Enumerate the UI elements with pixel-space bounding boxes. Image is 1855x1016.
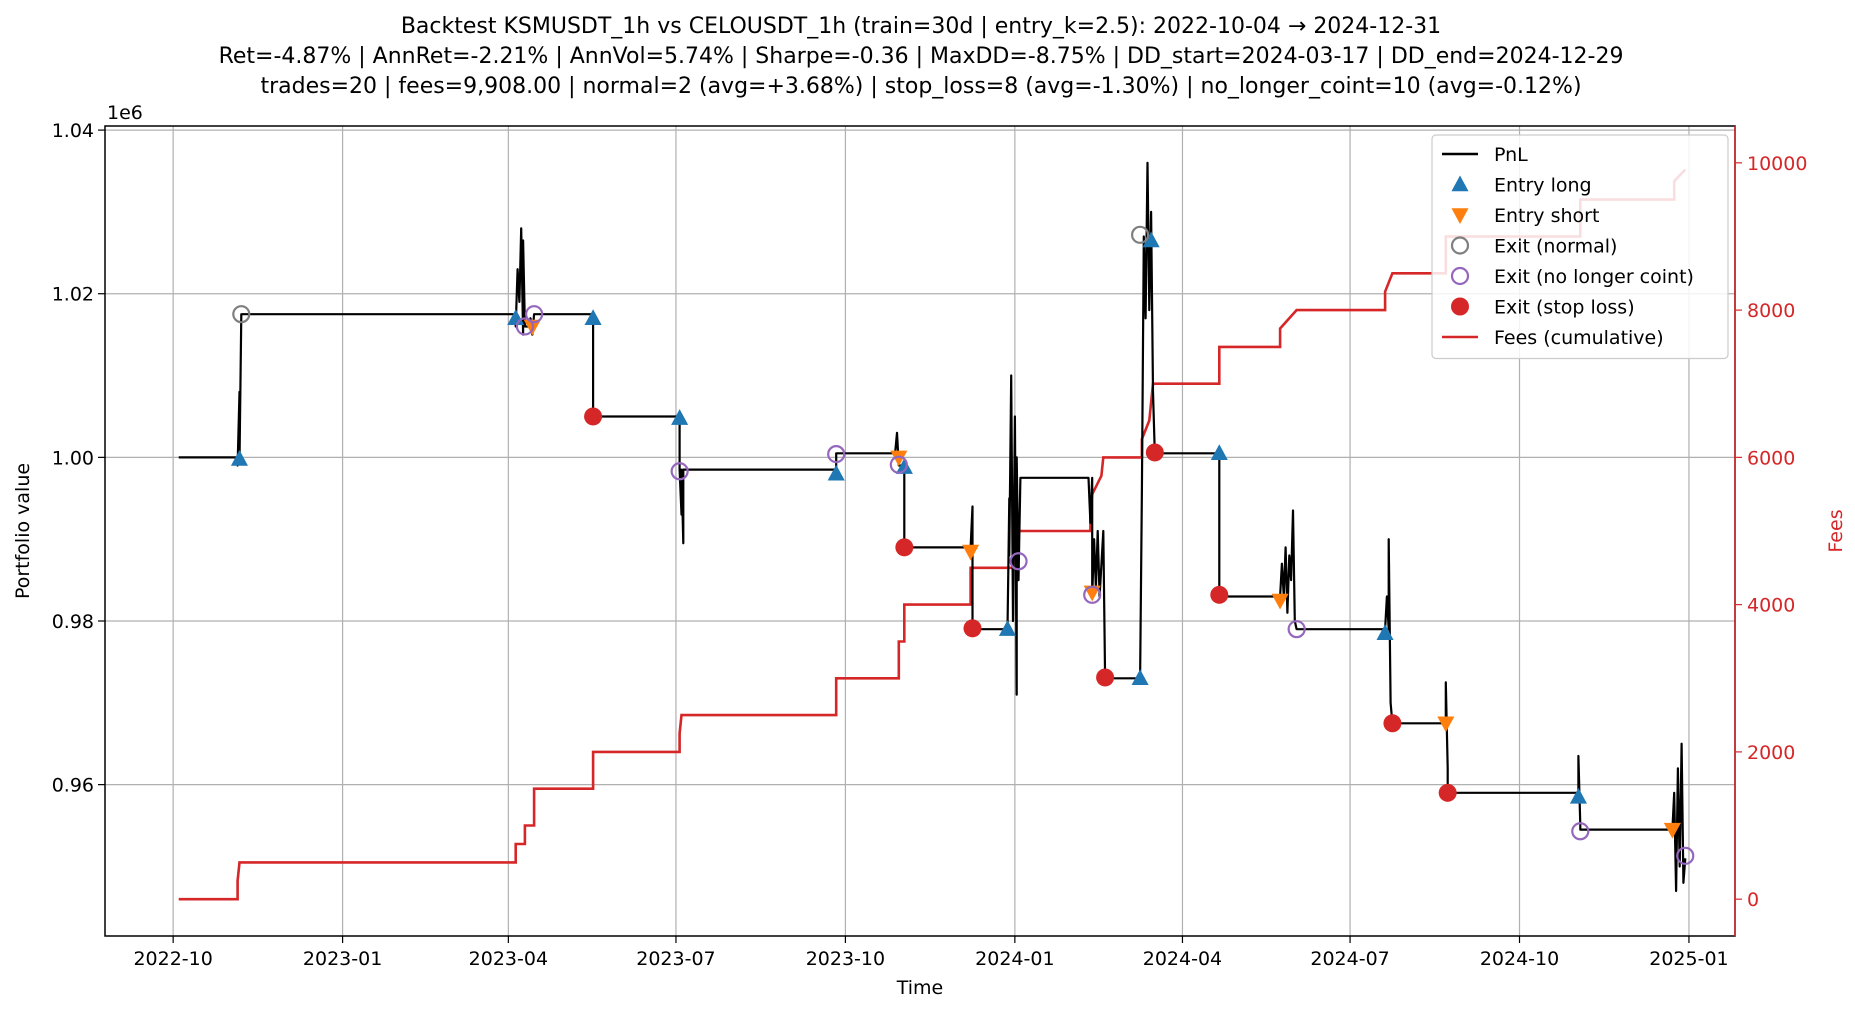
x-tick-label: 2023-04 bbox=[469, 948, 548, 970]
entry-long-marker bbox=[1210, 444, 1228, 461]
entry-short-marker bbox=[1083, 585, 1101, 602]
y2-tick-label: 8000 bbox=[1747, 300, 1795, 322]
entry-short-marker bbox=[1663, 822, 1681, 839]
entry-short-marker bbox=[1271, 593, 1289, 610]
legend-label: Entry short bbox=[1494, 205, 1599, 227]
x-tick-label: 2024-10 bbox=[1480, 948, 1559, 970]
exit-stop-loss-marker bbox=[1096, 668, 1115, 687]
entry-long-marker bbox=[1376, 624, 1394, 641]
entry-long-marker bbox=[230, 450, 249, 466]
legend-filled-circle-swatch bbox=[1451, 297, 1469, 316]
legend-item: Fees (cumulative) bbox=[1442, 327, 1664, 349]
legend-label: Exit (normal) bbox=[1494, 236, 1617, 258]
y2-tick-label: 0 bbox=[1747, 889, 1759, 911]
y2-tick-label: 10000 bbox=[1747, 153, 1807, 175]
exit-no-longer-coint-marker bbox=[525, 305, 544, 324]
y-tick-label: 1.04 bbox=[52, 120, 94, 142]
legend-box bbox=[1431, 134, 1729, 360]
exit-no-longer-coint-marker bbox=[515, 317, 535, 336]
exit-normal-marker bbox=[1130, 225, 1150, 244]
legend: PnL Entry long Entry short Exit (normal) Exi… bbox=[1431, 134, 1729, 360]
y-tick-label: 1.00 bbox=[52, 447, 94, 469]
legend-label: Fees (cumulative) bbox=[1494, 327, 1664, 349]
exit-no-longer-coint-marker bbox=[827, 444, 846, 464]
x-tick-label: 2024-07 bbox=[1310, 948, 1389, 970]
entry-long-marker bbox=[1142, 231, 1160, 248]
legend-item: PnL bbox=[1442, 144, 1528, 166]
y2-tick-label: 2000 bbox=[1747, 742, 1795, 764]
legend-item: Entry long bbox=[1451, 175, 1592, 197]
legend-open-circle-swatch bbox=[1450, 266, 1470, 286]
y-axis-right: 0 2000 4000 6000 8000 10000 bbox=[1734, 126, 1807, 936]
legend-item: Entry short bbox=[1451, 205, 1599, 227]
entry-short-marker bbox=[962, 544, 980, 561]
x-tick-label: 2022-10 bbox=[133, 948, 212, 970]
entry-long-marker bbox=[671, 409, 689, 425]
title-line-1: Backtest KSMUSDT_1h vs CELOUSDT_1h (trai… bbox=[401, 14, 1441, 39]
entry-long-marker bbox=[584, 309, 602, 326]
legend-label: PnL bbox=[1494, 144, 1528, 166]
legend-triangle-down-swatch bbox=[1451, 208, 1469, 224]
exit-no-longer-coint-marker bbox=[1083, 585, 1102, 604]
y-tick-label: 0.96 bbox=[52, 775, 94, 797]
exit-no-longer-coint-marker bbox=[1009, 552, 1028, 571]
title-line-2: Ret=-4.87% | AnnRet=-2.21% | AnnVol=5.74… bbox=[219, 44, 1624, 69]
x-tick-label: 2024-01 bbox=[975, 948, 1054, 970]
x-tick-label: 2023-01 bbox=[303, 948, 382, 970]
y-tick-label: 0.98 bbox=[52, 611, 94, 633]
legend-open-circle-swatch bbox=[1450, 236, 1470, 255]
entry-long-marker bbox=[1131, 669, 1149, 686]
entry-long-marker bbox=[827, 464, 845, 481]
x-tick-label: 2025-01 bbox=[1649, 948, 1728, 970]
y2-tick-label: 6000 bbox=[1747, 447, 1795, 469]
exit-no-longer-coint-marker bbox=[670, 462, 689, 481]
legend-item: Exit (stop loss) bbox=[1451, 297, 1635, 319]
x-axis: 2022-10 2023-01 2023-04 2023-07 2023-10 2024-… bbox=[133, 936, 1729, 970]
entry-long-marker bbox=[998, 620, 1017, 636]
x-tick-label: 2024-04 bbox=[1143, 948, 1222, 970]
entry-short-marker bbox=[1437, 716, 1455, 733]
exit-no-longer-coint-marker bbox=[1287, 620, 1306, 639]
exit-stop-loss-marker bbox=[1145, 443, 1164, 462]
entry-short-marker bbox=[890, 450, 908, 467]
exit-stop-loss-marker bbox=[1438, 783, 1457, 802]
legend-label: Exit (no longer coint) bbox=[1494, 266, 1694, 288]
legend-item: Exit (normal) bbox=[1450, 236, 1617, 258]
y-tick-label: 1.02 bbox=[52, 284, 94, 306]
exit-no-longer-coint-marker bbox=[1676, 846, 1695, 865]
title-line-3: trades=20 | fees=9,908.00 | normal=2 (av… bbox=[260, 74, 1581, 99]
y-axis-label: Portfolio value bbox=[12, 463, 34, 599]
legend-item: Exit (no longer coint) bbox=[1450, 266, 1694, 288]
x-tick-label: 2023-10 bbox=[806, 948, 885, 970]
exit-stop-loss-marker bbox=[584, 407, 603, 426]
entry-long-marker bbox=[895, 458, 913, 474]
y-axis-left: 0.96 0.98 1.00 1.02 1.04 bbox=[52, 120, 105, 797]
exit-stop-loss-marker bbox=[895, 538, 914, 557]
chart-title: Backtest KSMUSDT_1h vs CELOUSDT_1h (trai… bbox=[219, 14, 1624, 99]
legend-label: Entry long bbox=[1494, 175, 1592, 197]
trade-markers bbox=[230, 225, 1695, 865]
y2-axis-label: Fees bbox=[1825, 509, 1847, 552]
x-axis-label: Time bbox=[896, 977, 944, 999]
exit-no-longer-coint-marker bbox=[889, 455, 908, 474]
exit-stop-loss-marker bbox=[1383, 714, 1402, 733]
legend-triangle-up-swatch bbox=[1451, 175, 1469, 192]
exit-normal-marker bbox=[232, 305, 251, 324]
exit-no-longer-coint-marker bbox=[1571, 822, 1590, 841]
exit-stop-loss-marker bbox=[963, 619, 982, 638]
exit-stop-loss-marker bbox=[1210, 585, 1229, 604]
legend-label: Exit (stop loss) bbox=[1494, 297, 1635, 319]
y2-tick-label: 4000 bbox=[1747, 595, 1795, 617]
entry-long-marker bbox=[1569, 787, 1587, 804]
y-offset-label: 1e6 bbox=[107, 102, 143, 124]
x-tick-label: 2023-07 bbox=[636, 948, 715, 970]
